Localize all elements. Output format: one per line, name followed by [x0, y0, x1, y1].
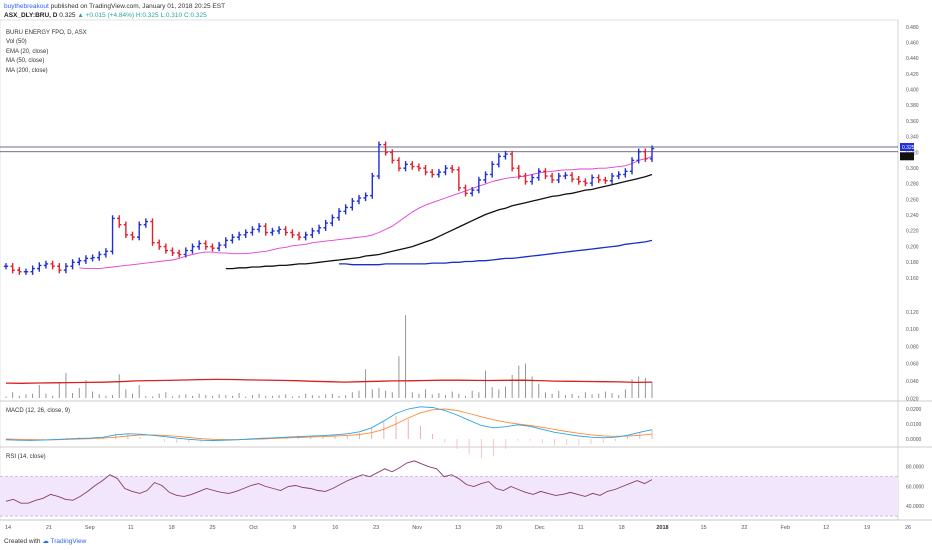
price-tick-label: 0.240 — [906, 213, 919, 219]
price-tick-label: 0.340 — [906, 135, 919, 141]
volume-tick-label: 0.040 — [906, 379, 919, 385]
x-tick-label: 18 — [619, 525, 625, 531]
price-tick-label: 0.480 — [906, 25, 919, 31]
x-tick-label: 15 — [700, 525, 706, 531]
price-tick-label: 0.180 — [906, 260, 919, 266]
ma200-line — [339, 239, 653, 266]
x-tick-label: 2018 — [656, 525, 668, 531]
x-tick-label: Sep — [85, 525, 95, 531]
price-tick-label: 0.420 — [906, 72, 919, 78]
footer: Created with ☁ TradingView — [4, 537, 86, 545]
high: H:0.325 — [135, 12, 159, 19]
volume-tick-label: 0.020 — [906, 396, 919, 402]
level-price-tag — [900, 152, 914, 161]
price-tick-label: 0.380 — [906, 103, 919, 109]
x-tick-label: Oct — [249, 525, 258, 531]
price-tick-label: 0.160 — [906, 276, 919, 282]
volume-tick-label: 0.080 — [906, 344, 919, 350]
last-price-tag — [900, 143, 914, 152]
low: L:0.310 — [160, 12, 183, 19]
publish-text: published on TradingView.com, January 01… — [50, 3, 226, 10]
last-price: 0.325 — [59, 12, 76, 19]
x-tick-label: 11 — [578, 525, 584, 531]
volume-tick-label: 0.060 — [906, 362, 919, 368]
rsi-label: RSI (14, close) — [6, 454, 46, 460]
legend-ma200: MA (200, close) — [6, 67, 48, 74]
plot-frame — [0, 19, 899, 521]
legend-ma50: MA (50, close) — [6, 58, 45, 65]
x-tick-label: Nov — [412, 525, 422, 531]
rsi-tick-label: 80.0000 — [906, 465, 924, 471]
price-tick-label: 0.360 — [906, 119, 919, 125]
price-tick-label: 0.400 — [906, 88, 919, 94]
x-tick-label: 16 — [332, 525, 338, 531]
volume-tick-label: 0.100 — [906, 327, 919, 333]
x-tick-label: 22 — [741, 525, 747, 531]
macd-line — [5, 406, 653, 441]
volume-tick-label: 0.120 — [906, 310, 919, 316]
price-tick-label: 0.460 — [906, 40, 919, 46]
price-tick-label: 0.200 — [906, 244, 919, 250]
x-tick-label: 26 — [905, 525, 911, 531]
x-tick-label: 20 — [496, 525, 502, 531]
macd-tick-label: 0.0200 — [906, 407, 922, 413]
x-tick-label: 19 — [864, 525, 870, 531]
close: C:0.325 — [183, 12, 207, 19]
x-tick-label: 11 — [128, 525, 134, 531]
price-tick-label: 0.440 — [906, 56, 919, 62]
macd-tick-label: 0.0000 — [906, 437, 922, 443]
x-tick-label: 14 — [5, 525, 11, 531]
ma50-line — [225, 173, 653, 270]
x-tick-label: 13 — [455, 525, 461, 531]
x-tick-label: 25 — [209, 525, 215, 531]
macd-label: MACD (12, 26, close, 9) — [6, 408, 71, 414]
price-tick-label: 0.220 — [906, 229, 919, 235]
volume-ma-line — [5, 378, 653, 384]
x-tick-label: 23 — [373, 525, 379, 531]
price-tick-label: 0.260 — [906, 197, 919, 203]
x-tick-label: Feb — [781, 525, 790, 531]
x-tick-label: 9 — [293, 525, 296, 531]
change: ▲ +0.015 (+4.84%) — [77, 12, 135, 19]
rsi-line — [5, 460, 653, 504]
ticker: ASX_DLY:BRU, D — [4, 12, 58, 19]
x-tick-label: 21 — [46, 525, 52, 531]
legend: BURU ENERGY FPO, D, ASX Vol (50) EMA (20… — [6, 29, 87, 76]
legend-title: BURU ENERGY FPO, D, ASX — [6, 30, 87, 36]
x-tick-label: 12 — [823, 525, 829, 531]
legend-vol: Vol (50) — [6, 39, 27, 46]
legend-ema20: EMA (20, close) — [6, 48, 49, 55]
price-tick-label: 0.300 — [906, 166, 919, 172]
macd-signal-line — [5, 408, 653, 441]
price-tick-label: 0.280 — [906, 182, 919, 188]
footer-created: Created with — [4, 538, 41, 545]
macd-tick-label: 0.0100 — [906, 422, 922, 428]
rsi-band — [0, 476, 898, 517]
publish-header: buythebreakout published on TradingView.… — [4, 2, 225, 11]
rsi-tick-label: 60.0000 — [906, 484, 924, 490]
tradingview-logo-icon: ☁ — [42, 538, 49, 545]
x-tick-label: Dec — [535, 525, 545, 531]
symbol-line: ASX_DLY:BRU, D 0.325 ▲ +0.015 (+4.84%) H… — [4, 12, 207, 19]
author-link[interactable]: buythebreakout — [4, 3, 49, 10]
ema20-line — [79, 155, 653, 270]
last-price-tag-label: 0.325 — [902, 145, 915, 151]
footer-brand[interactable]: TradingView — [50, 538, 87, 545]
x-tick-label: 18 — [169, 525, 175, 531]
rsi-tick-label: 40.0000 — [906, 504, 924, 510]
